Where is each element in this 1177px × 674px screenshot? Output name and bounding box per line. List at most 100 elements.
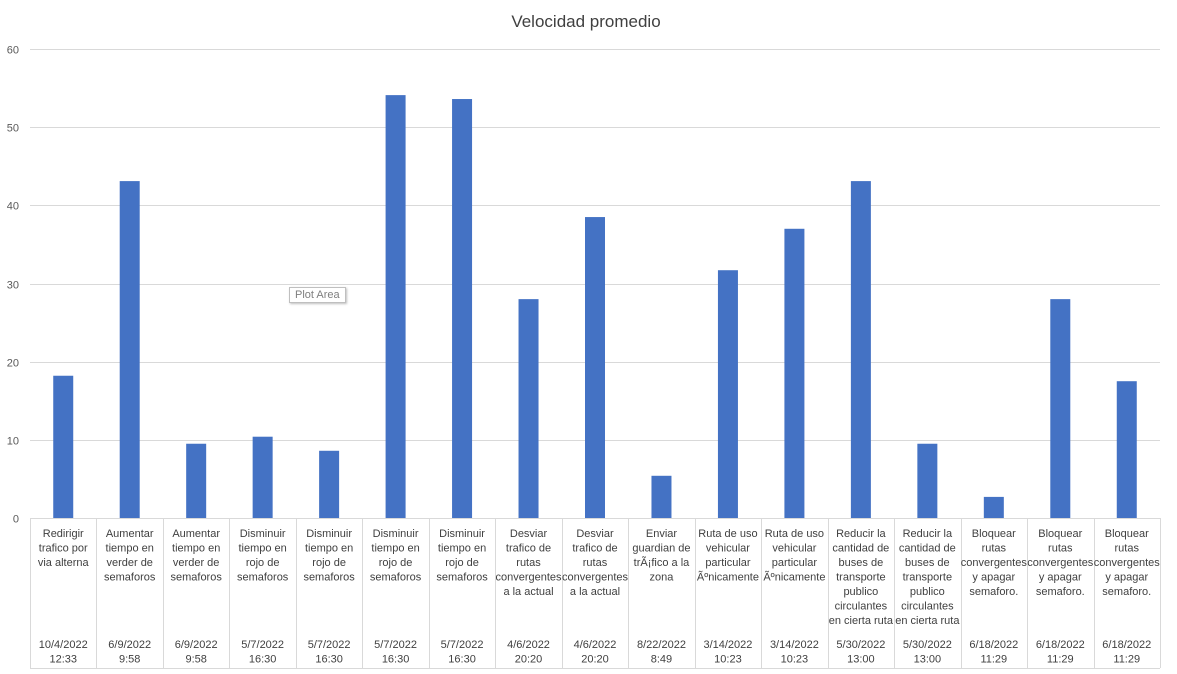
- date-label: 3/14/2022: [703, 639, 752, 651]
- category-label: Aumentar: [106, 528, 154, 540]
- date-label: 5/30/2022: [836, 639, 885, 651]
- plot-area-tooltip: Plot Area: [289, 287, 346, 303]
- y-tick-label: 50: [7, 123, 19, 135]
- category-label: buses de: [905, 557, 950, 569]
- date-label: 5/7/2022: [308, 639, 351, 651]
- date-label: 4/6/2022: [507, 639, 550, 651]
- date-label: 11:29: [1047, 654, 1074, 666]
- bar: [850, 181, 871, 518]
- date-label: 10/4/2022: [39, 639, 88, 651]
- category-label: vehicular: [772, 543, 816, 555]
- date-label: 6/18/2022: [1102, 639, 1151, 651]
- category-label: Ãºnicamente: [697, 571, 759, 584]
- category-label: Disminuir: [439, 528, 485, 540]
- category-label: Aumentar: [172, 528, 220, 540]
- category-label: Bloquear: [972, 528, 1016, 540]
- date-label: 6/9/2022: [108, 639, 151, 651]
- bar: [1050, 299, 1071, 518]
- category-label: rojo de: [445, 557, 479, 569]
- category-label: semaforos: [170, 572, 222, 584]
- category-label: trafico de: [572, 543, 617, 555]
- bar: [917, 443, 938, 518]
- y-axis: 0 10 20 30 40 50 60: [7, 45, 19, 526]
- category-label: rojo de: [379, 557, 413, 569]
- bar: [585, 217, 605, 518]
- category-label: tiempo en: [438, 543, 486, 555]
- category-label: semaforos: [303, 572, 355, 584]
- category-label: rutas: [982, 543, 1007, 555]
- category-label: zona: [650, 572, 675, 584]
- category-label: Redirigir: [43, 528, 84, 540]
- category-label: semaforos: [370, 572, 422, 584]
- date-label: 9:58: [185, 654, 206, 666]
- date-label: 10:23: [714, 654, 742, 666]
- category-label: tiempo en: [106, 543, 154, 555]
- category-label: semaforos: [237, 572, 289, 584]
- y-tick-label: 30: [7, 280, 19, 292]
- category-label: Disminuir: [306, 528, 352, 540]
- category-label: transporte: [903, 572, 953, 584]
- date-label: 12:33: [49, 654, 77, 666]
- category-label: verder de: [173, 557, 219, 569]
- bar: [385, 95, 406, 518]
- category-label: rojo de: [312, 557, 346, 569]
- category-label: verder de: [106, 557, 152, 569]
- category-label: rutas: [583, 557, 608, 569]
- category-label: a la actual: [503, 586, 553, 598]
- bar: [319, 450, 340, 518]
- category-label: buses de: [839, 557, 884, 569]
- category-label: trÃ¡fico a la: [634, 556, 691, 569]
- category-label: semaforos: [436, 572, 488, 584]
- bar: [53, 375, 74, 518]
- date-label: 16:30: [315, 654, 343, 666]
- category-label: Disminuir: [373, 528, 419, 540]
- y-tick-label: 0: [13, 514, 19, 526]
- category-label: en cierta ruta: [829, 615, 894, 627]
- category-label: a la actual: [570, 586, 620, 598]
- category-label: rutas: [1048, 543, 1073, 555]
- chart-title: Velocidad promedio: [511, 12, 660, 31]
- category-label: y apagar: [972, 572, 1015, 584]
- category-label: convergentes: [961, 557, 1028, 569]
- date-label: 16:30: [382, 654, 410, 666]
- category-label: rutas: [516, 557, 541, 569]
- date-label: 8:49: [651, 654, 672, 666]
- category-label: tiempo en: [305, 543, 353, 555]
- category-label: Desviar: [510, 528, 548, 540]
- date-label: 6/18/2022: [1036, 639, 1085, 651]
- date-label: 8/22/2022: [637, 639, 686, 651]
- y-tick-label: 20: [7, 358, 19, 370]
- category-label: Ruta de uso: [765, 528, 824, 540]
- date-label: 6/18/2022: [969, 639, 1018, 651]
- category-label: via alterna: [38, 557, 90, 569]
- category-label: Ãºnicamente: [763, 571, 825, 584]
- x-axis: Redirigir trafico por via alterna 10/4/2022…: [30, 518, 1161, 669]
- date-label: 5/7/2022: [374, 639, 417, 651]
- category-label: Reducir la: [903, 528, 953, 540]
- bar: [717, 270, 738, 518]
- bar: [1116, 381, 1137, 518]
- category-label: transporte: [836, 572, 886, 584]
- category-label: cantidad de: [832, 543, 889, 555]
- date-label: 6/9/2022: [175, 639, 218, 651]
- date-label: 13:00: [847, 654, 875, 666]
- bar: [983, 496, 1004, 518]
- category-label: vehicular: [706, 543, 750, 555]
- category-label: y apagar: [1039, 572, 1082, 584]
- bar: [186, 443, 207, 518]
- bar: [252, 436, 273, 518]
- date-label: 3/14/2022: [770, 639, 819, 651]
- category-label: Ruta de uso: [698, 528, 757, 540]
- category-label: circulantes: [901, 601, 954, 613]
- category-label: trafico por: [39, 543, 88, 555]
- category-label: en cierta ruta: [895, 615, 960, 627]
- date-label: 16:30: [249, 654, 277, 666]
- y-tick-label: 60: [7, 45, 19, 57]
- category-label: circulantes: [835, 601, 888, 613]
- date-label: 20:20: [515, 654, 543, 666]
- category-label: semaforo.: [1036, 586, 1085, 598]
- date-label: 10:23: [781, 654, 809, 666]
- bar: [784, 228, 805, 519]
- bar: [452, 99, 473, 518]
- category-label: publico: [843, 586, 878, 598]
